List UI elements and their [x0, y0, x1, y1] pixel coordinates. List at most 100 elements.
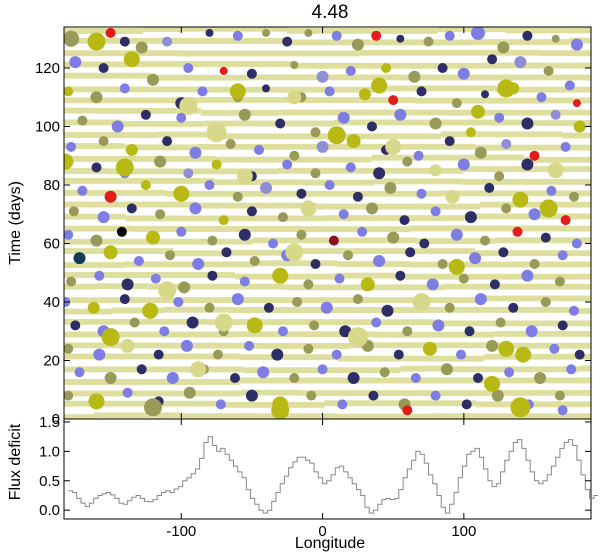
scatter-point [162, 36, 173, 47]
scatter-point [310, 259, 321, 269]
background-band [64, 297, 117, 304]
scatter-point [282, 159, 293, 170]
scatter-point [104, 372, 117, 384]
scatter-point [120, 338, 135, 353]
scatter-point [205, 28, 214, 37]
scatter-point [87, 32, 106, 51]
scatter-point [190, 361, 207, 378]
scatter-point [73, 252, 86, 265]
scatter-point [512, 226, 523, 237]
scatter-point [457, 67, 470, 80]
scatter-point [351, 38, 364, 51]
scatter-point [158, 281, 177, 300]
scatter-point [144, 398, 162, 417]
scatter-point [180, 339, 193, 352]
scatter-point [469, 252, 482, 265]
scatter-point [450, 228, 463, 241]
scatter-point [379, 367, 390, 378]
scatter-point [416, 86, 427, 97]
background-band [179, 50, 360, 57]
scatter-point [367, 121, 377, 132]
background-band [432, 14, 592, 20]
scatter-point [93, 348, 106, 361]
scatter-y-axis-title: Time (days) [7, 181, 24, 265]
scatter-point [64, 229, 74, 240]
scatter-point [69, 56, 82, 69]
scatter-points [64, 27, 586, 419]
y-tick-label: 120 [35, 60, 60, 77]
background-band [442, 109, 553, 116]
scatter-point [426, 278, 439, 291]
scatter-point [197, 86, 208, 97]
background-band [199, 96, 296, 103]
x-tick-label: 0 [318, 523, 326, 540]
background-band [579, 365, 591, 372]
background-band [437, 27, 506, 33]
scatter-point [91, 162, 102, 173]
background-band [410, 261, 459, 268]
scatter-point [352, 191, 363, 202]
scatter-point [570, 38, 583, 51]
scatter-point [573, 120, 586, 133]
scatter-point [536, 92, 547, 103]
scatter-point [292, 297, 303, 307]
scatter-point [489, 279, 500, 290]
scatter-point [471, 27, 485, 40]
scatter-point [133, 256, 144, 266]
scatter-point [347, 372, 360, 384]
scatter-point [115, 158, 134, 177]
scatter-point [219, 66, 228, 75]
scatter-point [465, 127, 476, 138]
background-band [590, 413, 591, 419]
background-band [374, 178, 461, 185]
background-band [562, 132, 591, 139]
scatter-point [416, 188, 427, 199]
flux-deficit-series [68, 436, 599, 514]
background-band [415, 238, 495, 245]
x-tick-label: 100 [451, 523, 476, 540]
scatter-point [207, 270, 218, 281]
scatter-point [557, 405, 568, 416]
scatter-point [162, 136, 173, 147]
scatter-point [539, 199, 558, 218]
background-band [64, 414, 95, 419]
background-band [539, 50, 591, 57]
scatter-point [395, 270, 406, 281]
scatter-point [64, 343, 74, 354]
background-band [291, 39, 476, 46]
background-band [124, 144, 198, 151]
background-band [341, 319, 435, 326]
scatter-point [324, 180, 335, 190]
background-band [151, 74, 247, 81]
scatter-point [116, 226, 127, 237]
flux-y-axis-title: Flux deficit [7, 423, 24, 500]
scatter-point [419, 238, 430, 249]
scatter-point [551, 34, 560, 43]
scatter-point [497, 41, 510, 54]
scatter-point [74, 367, 85, 378]
scatter-point [339, 325, 352, 338]
scatter-point [183, 63, 194, 73]
background-band [64, 168, 107, 174]
scatter-point [504, 367, 515, 378]
background-band [470, 154, 525, 161]
background-band [400, 365, 451, 372]
scatter-point [316, 140, 329, 153]
scatter-point [546, 185, 557, 196]
background-band [64, 308, 112, 315]
scatter-point [229, 83, 246, 100]
scatter-point [206, 122, 227, 143]
y-tick-label: 60 [43, 235, 60, 252]
scatter-point [262, 28, 270, 37]
scatter-point [126, 203, 137, 214]
y-tick-label: 0.5 [39, 473, 60, 490]
scatter-point [373, 255, 386, 267]
scatter-point [572, 99, 581, 108]
background-band [484, 353, 591, 360]
y-tick-label: 80 [43, 177, 60, 194]
scatter-point [225, 139, 236, 149]
scatter-point [97, 211, 110, 224]
scatter-point [98, 63, 109, 73]
scatter-point [232, 191, 243, 202]
scatter-point [484, 375, 501, 392]
